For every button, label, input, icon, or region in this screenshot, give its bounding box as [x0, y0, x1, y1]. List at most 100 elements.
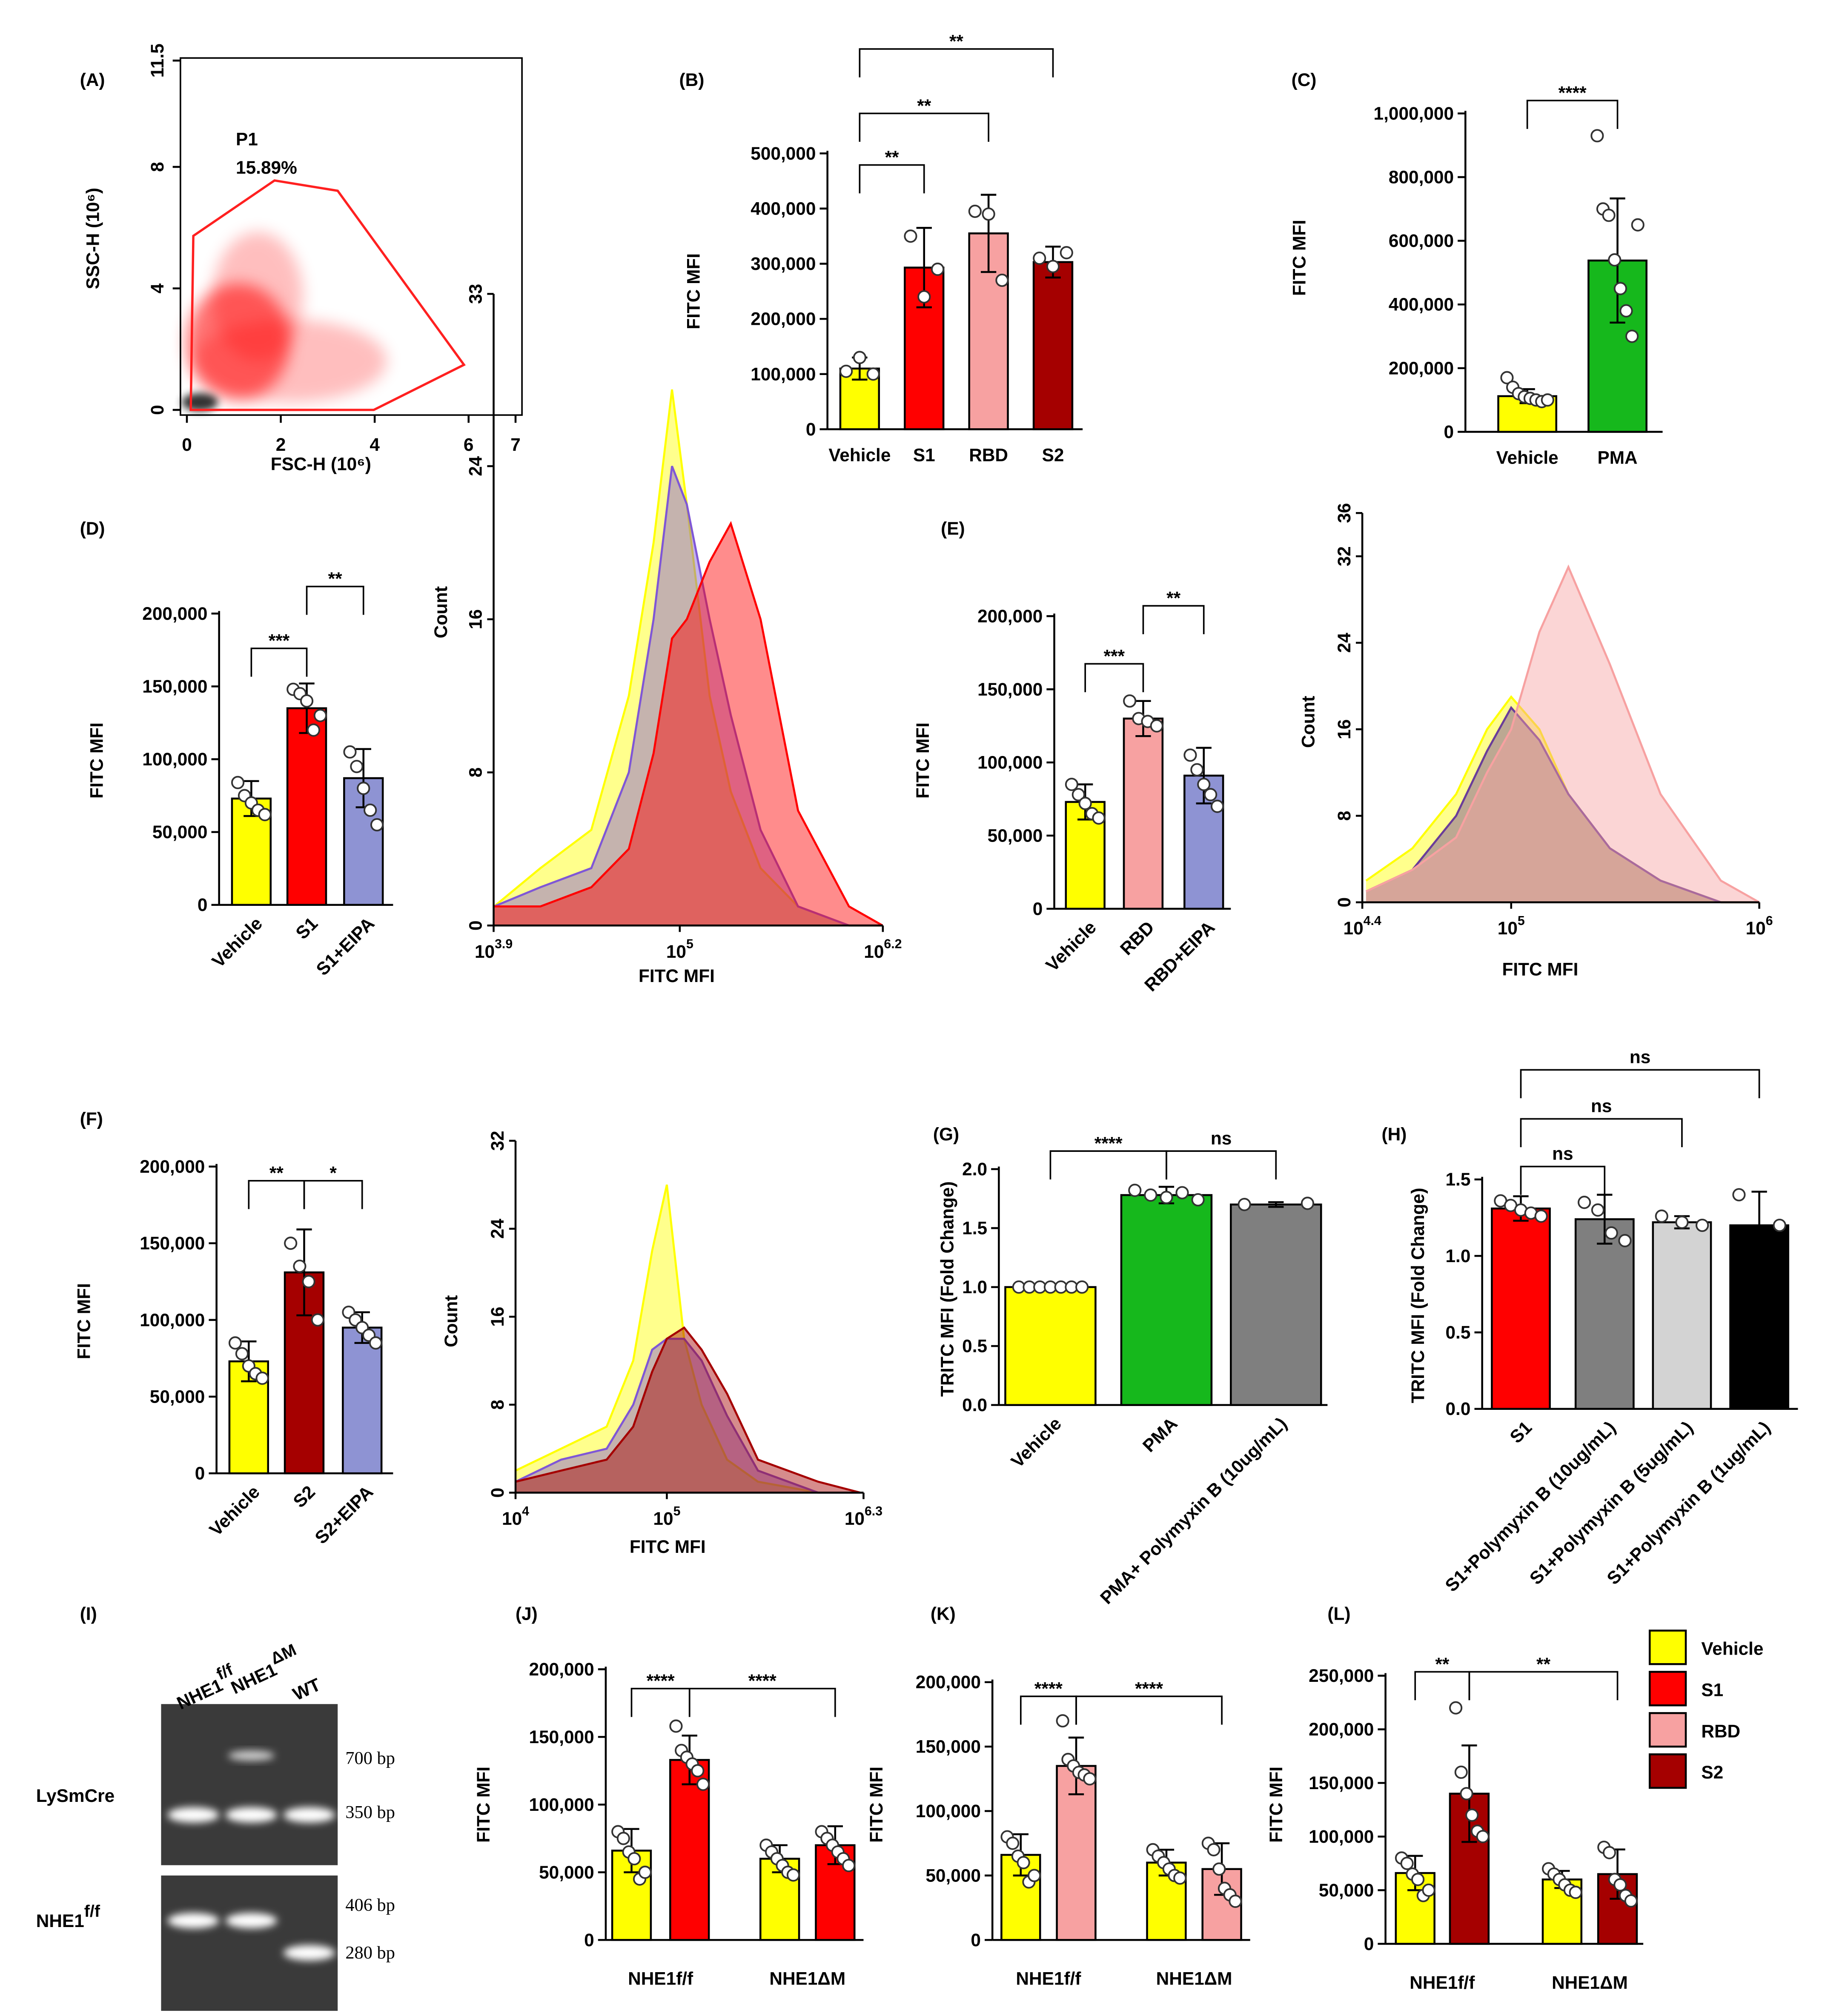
y-axis-label: FITC MFI	[1266, 1767, 1286, 1843]
data-point	[1591, 1203, 1604, 1217]
data-point	[235, 1347, 249, 1360]
x-tick-label: 105	[653, 1504, 680, 1529]
panel-label: (D)	[80, 518, 105, 538]
plot-frame	[180, 57, 523, 416]
y-tick-label: 200,000	[529, 1659, 594, 1679]
gel: (I) NHE1f/f NHE1ΔM WT LySmCre NHE1f/f 70…	[36, 1604, 395, 2011]
y-tick-label: 150,000	[977, 679, 1043, 699]
data-point	[1175, 1186, 1189, 1200]
data-point	[1210, 799, 1224, 813]
row-label-text: NHE1	[36, 1910, 84, 1930]
y-tick-label: 200,000	[140, 1157, 205, 1177]
x-tick-label: 2	[276, 435, 286, 455]
y-tick-label: 8	[147, 162, 167, 172]
data-point	[1732, 1188, 1746, 1202]
band	[284, 1807, 335, 1823]
data-point	[1123, 694, 1137, 708]
x-tick-label: NHE1ΔM	[1156, 1969, 1232, 1989]
y-tick-label: 33	[466, 284, 486, 304]
data-point	[786, 1868, 800, 1882]
legend-label: Vehicle	[1701, 1638, 1763, 1658]
data-point	[1476, 1830, 1490, 1844]
significance-label: ****	[1094, 1133, 1123, 1153]
x-tick-label: PMA	[1597, 447, 1637, 467]
significance-label: ****	[1034, 1678, 1063, 1698]
y-tick-label: 24	[487, 1219, 507, 1239]
y-axis-label: FITC MFI	[866, 1767, 886, 1843]
x-axis-label: FSC-H (10⁶)	[271, 454, 371, 474]
data-point	[369, 1336, 383, 1350]
data-point	[1460, 1787, 1473, 1801]
legend-swatch	[1648, 1712, 1687, 1748]
x-tick-base: 10	[653, 1509, 673, 1529]
y-tick-label: 50,000	[152, 822, 208, 842]
gate-percent: 15.89%	[236, 158, 297, 178]
y-tick-label: 8	[487, 1400, 507, 1410]
panel-label: (L)	[1327, 1604, 1350, 1624]
data-point	[842, 1858, 856, 1873]
data-point	[1128, 1183, 1142, 1197]
data-point	[696, 1778, 710, 1791]
y-tick-label: 100,000	[751, 364, 816, 384]
y-tick-label: 0	[1364, 1934, 1374, 1954]
data-point	[1400, 1856, 1414, 1870]
x-tick-label: 105	[1498, 914, 1525, 938]
data-point	[1578, 1196, 1591, 1209]
bar	[1652, 1221, 1712, 1410]
x-tick-label: 106.3	[845, 1504, 882, 1529]
data-point	[1624, 1894, 1638, 1908]
band	[225, 1913, 277, 1929]
y-tick-label: 150,000	[529, 1727, 594, 1747]
row-label-text: LySmCre	[36, 1786, 115, 1806]
area-fill	[494, 524, 883, 926]
size-label: 280 bp	[345, 1943, 395, 1963]
data-point	[293, 1260, 307, 1273]
significance-label: **	[885, 147, 899, 167]
x-tick-exponent: 5	[686, 937, 693, 951]
y-tick-label: 0.5	[962, 1336, 987, 1356]
x-tick-label: Vehicle	[1496, 447, 1559, 467]
data-point	[866, 367, 880, 381]
significance-label: ****	[1559, 83, 1587, 103]
data-point	[1301, 1197, 1315, 1210]
significance-bracket	[859, 112, 989, 142]
y-tick-label: 400,000	[1389, 295, 1454, 315]
x-tick-label: Vehicle	[828, 445, 891, 465]
y-tick-label: 0	[806, 419, 816, 439]
data-point	[1454, 1765, 1468, 1779]
data-point	[228, 1336, 242, 1350]
data-point	[1534, 1209, 1548, 1223]
legend-swatch	[1648, 1753, 1687, 1789]
panel-label: (B)	[679, 70, 705, 90]
data-point	[313, 709, 327, 722]
x-tick-base: 10	[864, 941, 884, 961]
y-tick-label: 1.0	[962, 1277, 987, 1297]
significance-label: **	[917, 96, 931, 116]
x-tick-exponent: 4.4	[1364, 914, 1381, 928]
panel-label: (J)	[516, 1604, 538, 1624]
data-point	[691, 1764, 705, 1778]
significance-bracket	[1468, 1671, 1619, 1701]
y-axis-label: Count	[1298, 696, 1318, 748]
y-tick-label: 0.0	[962, 1395, 987, 1415]
significance-bracket	[1520, 1118, 1683, 1148]
data-point	[1006, 1836, 1020, 1850]
y-tick-label: 200,000	[751, 309, 816, 329]
legend-swatch	[1648, 1671, 1687, 1707]
y-axis-label: FITC MFI	[1289, 220, 1309, 296]
data-point	[1183, 748, 1197, 762]
data-point	[1065, 778, 1078, 791]
data-point	[307, 723, 321, 737]
area-line	[515, 1337, 860, 1494]
data-point	[231, 776, 245, 789]
y-tick-label: 200,000	[142, 604, 207, 624]
data-point	[982, 207, 995, 221]
y-tick-label: 200,000	[1309, 1719, 1374, 1739]
x-tick-exponent: 5	[673, 1504, 681, 1518]
data-point	[1150, 719, 1163, 733]
x-tick-exponent: 4	[522, 1504, 529, 1518]
significance-bracket	[250, 647, 308, 677]
data-point	[258, 808, 272, 822]
significance-bracket	[688, 1688, 836, 1717]
significance-bracket	[1084, 663, 1144, 693]
